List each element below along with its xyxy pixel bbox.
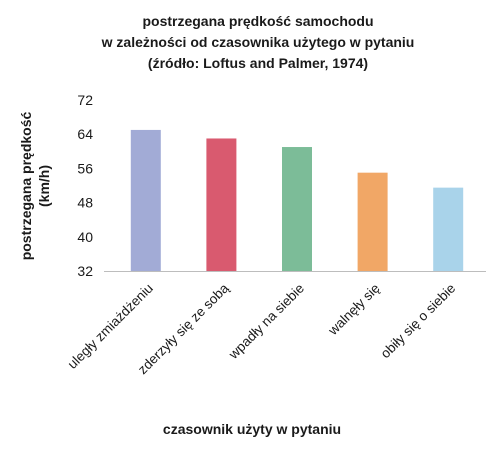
title-line-2: w zależności od czasownika użytego w pyt…: [101, 34, 415, 50]
bar: [433, 187, 464, 271]
x-category-label: obiły się o siebie: [378, 281, 459, 362]
y-axis-label-line-2: (km/h): [36, 165, 52, 207]
title-line-3: (źródło: Loftus and Palmer, 1974): [148, 55, 368, 71]
y-tick-label: 48: [77, 195, 93, 211]
y-axis-ticks: 32 40 48 56 64 72: [77, 92, 93, 279]
y-tick-label: 32: [77, 263, 93, 279]
bar: [206, 138, 237, 271]
x-axis-label: czasownik użyty w pytaniu: [163, 421, 341, 437]
x-category-label: walnęły się: [325, 281, 383, 339]
bar: [130, 129, 161, 271]
y-tick-label: 72: [77, 92, 93, 108]
chart-title: postrzegana prędkość samochodu w zależno…: [101, 13, 415, 71]
x-category-label: wpadły na siebie: [225, 281, 307, 363]
y-axis-label: postrzegana prędkość (km/h): [18, 111, 52, 260]
y-tick-label: 56: [77, 160, 93, 176]
y-tick-label: 40: [77, 229, 93, 245]
bars: [130, 129, 464, 271]
y-tick-label: 64: [77, 126, 93, 142]
title-line-1: postrzegana prędkość samochodu: [142, 13, 373, 29]
bar: [282, 147, 312, 271]
y-axis-label-line-1: postrzegana prędkość: [18, 111, 34, 260]
bar: [357, 172, 388, 271]
